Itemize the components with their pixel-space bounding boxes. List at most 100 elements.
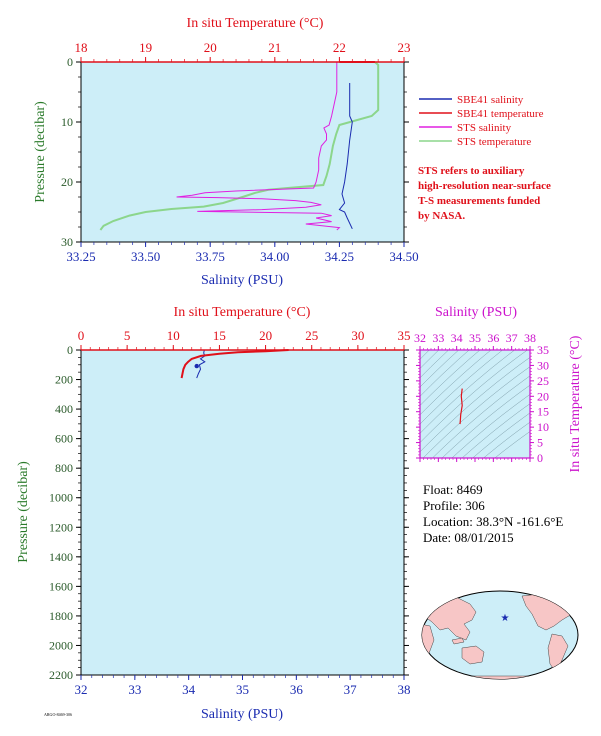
full-profile-series-sbe41-temperature <box>180 349 289 379</box>
note-line-4: by NASA. <box>418 210 465 222</box>
ts-density-contour <box>420 246 530 340</box>
legend-sts-temperature: STS temperature <box>457 136 531 148</box>
full-profile-top-tick-label: 10 <box>167 328 180 343</box>
full-profile-top-tick-label: 5 <box>124 328 131 343</box>
full-profile-top-tick-label: 35 <box>398 328 411 343</box>
ts-y-tick-label: 25 <box>537 374 549 388</box>
full-profile-y-tick-label: 800 <box>55 461 73 475</box>
ts-density-contour <box>420 357 530 452</box>
ts-density-contour <box>432 375 530 458</box>
float-location-marker: ★ <box>501 613 510 624</box>
full-profile-top-tick-label: 0 <box>78 328 85 343</box>
full-profile-y-tick-label: 1800 <box>49 609 73 623</box>
ts-diagram-top-axis-label: Salinity (PSU) <box>435 305 517 320</box>
date: Date: 08/01/2015 <box>423 530 514 545</box>
legend: SBE41 salinity SBE41 temperature STS sal… <box>418 94 551 222</box>
full-profile-y-tick-label: 2200 <box>49 668 73 682</box>
float-info: Float: 8469 Profile: 306 Location: 38.3°… <box>423 482 563 545</box>
ts-y-tick-label: 0 <box>537 451 543 465</box>
full-profile-bottom-tick-label: 32 <box>75 682 88 697</box>
full-profile-top-tick-label: 25 <box>305 328 318 343</box>
near-surface-series-sbe41-salinity <box>338 83 353 230</box>
near-surface-top-axis-label: In situ Temperature (°C) <box>187 16 324 31</box>
ts-y-tick-label: 15 <box>537 405 549 419</box>
full-profile-y-axis-label: Pressure (decibar) <box>16 461 31 563</box>
full-profile-y-tick-label: 200 <box>55 373 73 387</box>
ts-density-contour <box>420 350 528 443</box>
ts-top-tick-label: 36 <box>487 331 499 345</box>
near-surface-top-tick-label: 23 <box>398 40 411 55</box>
note-line-1: STS refers to auxiliary <box>418 165 525 177</box>
ts-y-tick-label: 5 <box>537 436 543 450</box>
ts-diagram-y-axis-label: In situ Temperature (°C) <box>568 335 583 472</box>
full-profile-series-sbe41-salinity <box>196 349 206 379</box>
full-profile-top-tick-label: 30 <box>351 328 364 343</box>
ts-density-contour <box>420 350 449 378</box>
note-line-3: T-S measurements funded <box>418 195 540 207</box>
near-surface-bottom-tick-label: 33.25 <box>66 249 95 264</box>
full-profile-y-tick-label: 600 <box>55 432 73 446</box>
ts-series-t-s-profile <box>459 388 463 425</box>
ts-y-tick-label: 35 <box>537 343 549 357</box>
ts-density-contour <box>420 350 470 397</box>
legend-sts-salinity: STS salinity <box>457 122 512 134</box>
profile-number: Profile: 306 <box>423 498 485 513</box>
near-surface-top-tick-label: 19 <box>139 40 152 55</box>
near-surface-top-tick-label: 18 <box>75 40 88 55</box>
full-profile-bottom-axis-label: Salinity (PSU) <box>201 707 283 722</box>
ts-y-tick-label: 20 <box>537 389 549 403</box>
ts-density-contour <box>483 421 530 458</box>
near-surface-series-sts-salinity <box>176 62 341 231</box>
ts-density-contour <box>420 350 504 425</box>
full-profile-bottom-tick-label: 35 <box>236 682 249 697</box>
full-profile-top-axis-label: In situ Temperature (°C) <box>174 305 311 320</box>
full-profile-bottom-tick-label: 33 <box>128 682 141 697</box>
full-profile-bottom-tick-label: 38 <box>398 682 411 697</box>
full-profile-y-tick-label: 1400 <box>49 550 73 564</box>
legend-sbe41-temperature: SBE41 temperature <box>457 108 544 120</box>
ts-y-tick-label: 10 <box>537 420 549 434</box>
ts-top-tick-label: 34 <box>451 331 463 345</box>
full-profile-top-tick-label: 15 <box>213 328 226 343</box>
full-profile-bottom-tick-label: 34 <box>182 682 196 697</box>
ts-density-contour <box>420 350 492 415</box>
float-number: Float: 8469 <box>423 482 483 497</box>
ts-diagram-plot-area <box>420 350 530 458</box>
ts-density-contour <box>494 431 530 458</box>
near-surface-panel: 0 10 20 30 18 19 20 21 22 23 33.25 33.50 33.75 34.00 3… <box>33 16 419 288</box>
footer-code: ARGO-8469-306 <box>44 712 72 717</box>
near-surface-bottom-axis-label: Salinity (PSU) <box>201 273 283 288</box>
ts-top-tick-label: 33 <box>432 331 444 345</box>
full-profile-y-tick-label: 1000 <box>49 491 73 505</box>
near-surface-y-tick-label: 10 <box>61 115 73 129</box>
full-profile-y-tick-label: 1200 <box>49 520 73 534</box>
legend-sbe41-salinity: SBE41 salinity <box>457 94 524 106</box>
world-map: ★ <box>421 590 579 680</box>
full-profile-plot-area <box>81 350 404 675</box>
full-profile-deepest-marker <box>194 363 199 369</box>
near-surface-bottom-tick-label: 33.75 <box>196 249 225 264</box>
near-surface-bottom-tick-label: 34.25 <box>325 249 354 264</box>
ts-top-tick-label: 37 <box>506 331 518 345</box>
full-profile-top-tick-label: 20 <box>259 328 272 343</box>
full-profile-y-tick-label: 2000 <box>49 638 73 652</box>
full-profile-panel: 0 200 400 600 800 1000 1200 1400 1600 1800 2000 220… <box>16 305 411 722</box>
ts-density-contour <box>422 366 530 458</box>
near-surface-top-tick-label: 21 <box>268 40 281 55</box>
full-profile-bottom-tick-label: 37 <box>344 682 358 697</box>
near-surface-top-tick-label: 22 <box>333 40 346 55</box>
location: Location: 38.3°N -161.6°E <box>423 514 563 529</box>
near-surface-bottom-tick-label: 33.50 <box>131 249 160 264</box>
full-profile-y-tick-label: 400 <box>55 402 73 416</box>
ts-density-contour <box>420 350 460 388</box>
ts-density-contour <box>451 394 530 458</box>
ts-top-tick-label: 32 <box>414 331 426 345</box>
full-profile-y-tick-label: 1600 <box>49 579 73 593</box>
near-surface-bottom-tick-label: 34.50 <box>389 249 418 264</box>
note-line-2: high-resolution near-surface <box>418 180 551 192</box>
ts-top-tick-label: 35 <box>469 331 481 345</box>
ts-density-contour <box>420 350 481 406</box>
near-surface-y-tick-label: 0 <box>67 55 73 69</box>
